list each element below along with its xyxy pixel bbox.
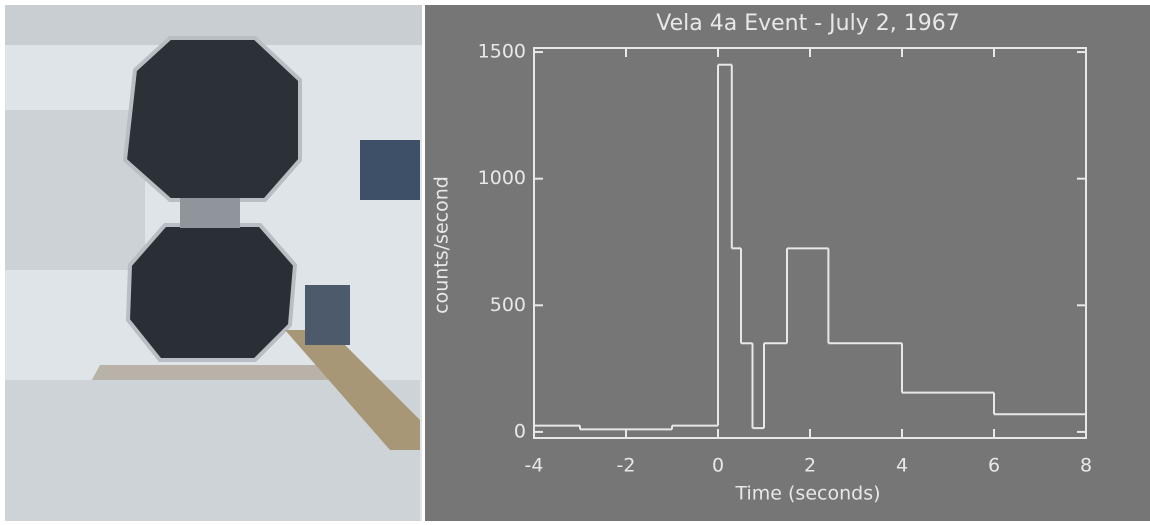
x-tick-label: -2	[617, 455, 636, 477]
y-axis-label: counts/second	[431, 176, 453, 314]
y-tick-label: 500	[490, 294, 526, 316]
floor	[5, 380, 420, 521]
platform	[360, 140, 420, 200]
x-tick-label: -4	[525, 455, 544, 477]
x-axis-label: Time (seconds)	[734, 483, 880, 505]
y-tick-label: 1500	[478, 41, 526, 63]
y-tick-label: 1000	[478, 167, 526, 189]
adapter	[180, 198, 240, 228]
lower-satellite	[125, 223, 298, 362]
x-tick-label: 6	[988, 455, 1000, 477]
x-tick-label: 2	[804, 455, 816, 477]
y-tick-label: 0	[514, 420, 526, 442]
chart-title: Vela 4a Event - July 2, 1967	[656, 11, 959, 36]
technician	[305, 285, 350, 345]
x-tick-label: 4	[896, 455, 908, 477]
x-tick-label: 0	[712, 455, 724, 477]
upper-satellite	[122, 36, 302, 202]
photo-frame	[5, 110, 145, 270]
plank	[285, 330, 420, 450]
satellite-photo	[5, 5, 422, 521]
x-tick-label: 8	[1080, 455, 1092, 477]
